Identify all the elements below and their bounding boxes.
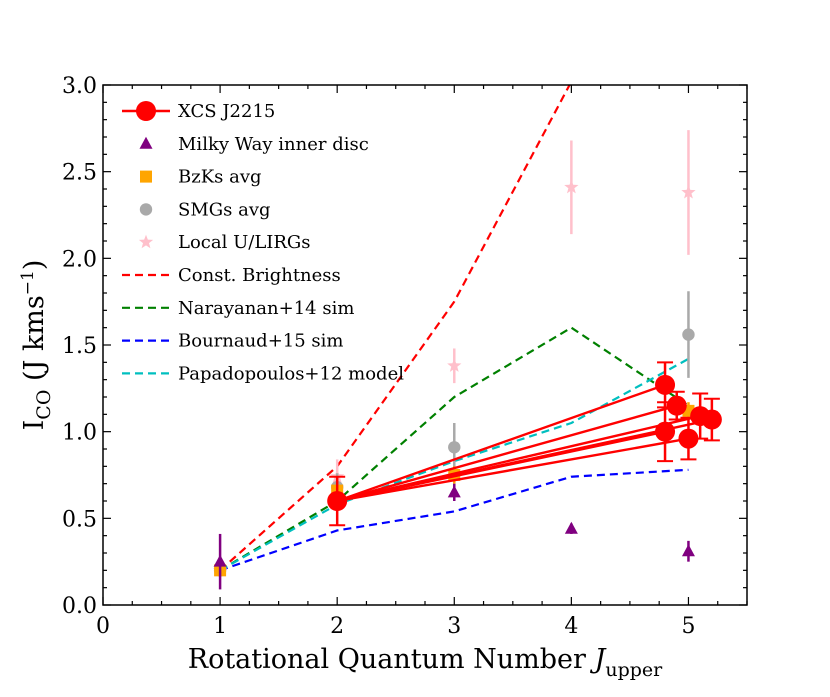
legend-handle-marker — [139, 136, 153, 149]
legend-label: BzKs avg — [178, 167, 262, 188]
smg-point — [448, 441, 461, 454]
xcs-point — [701, 409, 722, 430]
legend-label: Milky Way inner disc — [178, 134, 369, 155]
x-tick-label: 0 — [96, 614, 110, 639]
data-points-layer — [212, 130, 722, 590]
x-tick-label: 3 — [447, 614, 461, 639]
y-tick-label: 3.0 — [62, 74, 97, 99]
legend-label: XCS J2215 — [178, 101, 275, 122]
milky-way-point — [213, 554, 227, 567]
xcs-point — [666, 395, 687, 416]
milky-way-point — [564, 521, 578, 534]
xcs-point — [327, 491, 348, 511]
y-tick-label: 0.5 — [62, 507, 97, 532]
xcs-connector-line — [336, 437, 689, 503]
legend-handle-marker — [140, 170, 152, 183]
legend-handle-marker — [139, 203, 153, 216]
y-tick-label: 2.5 — [62, 161, 97, 186]
ulirg-point — [564, 179, 579, 194]
x-axis-label: Rotational Quantum Number Jupper — [188, 644, 663, 681]
y-axis-label: ICO (J kms−1) — [18, 260, 55, 431]
legend-label: Bournaud+15 sim — [178, 331, 343, 352]
xcs-connector-line — [336, 404, 678, 503]
legend-label: Local U/LIRGs — [178, 232, 311, 253]
legend-handle-marker — [138, 234, 154, 249]
model-line-0 — [219, 84, 571, 572]
model-lines-layer — [219, 84, 690, 572]
legend-label: Const. Brightness — [178, 265, 341, 286]
x-tick-label: 4 — [564, 614, 578, 639]
legend-label: SMGs avg — [178, 199, 271, 220]
x-tick-label: 2 — [330, 614, 344, 639]
xcs-connector-line — [336, 418, 713, 503]
y-tick-label: 0.0 — [62, 594, 97, 619]
y-tick-label: 1.5 — [62, 334, 97, 359]
y-tick-label: 1.0 — [62, 421, 97, 446]
ulirg-point — [681, 184, 696, 199]
axis-ticks-layer: 0 1 2 3 4 5 0.0 0.5 1.0 1.5 2.0 2.5 3.0 — [62, 74, 748, 639]
model-line-2 — [219, 468, 689, 572]
ulirg-point — [447, 358, 462, 372]
xcs-connector-line — [336, 383, 666, 503]
milky-way-point — [681, 544, 695, 557]
xcs-point — [655, 374, 676, 395]
model-line-1 — [219, 326, 690, 572]
x-tick-label: 5 — [681, 614, 695, 639]
y-tick-label: 2.0 — [62, 247, 97, 272]
legend-handle-marker — [136, 101, 156, 121]
xcs-point — [678, 428, 699, 449]
legend: XCS J2215 Milky Way inner disc BzKs avg SMG… — [122, 101, 404, 384]
milky-way-point — [447, 485, 461, 498]
smg-point — [682, 328, 695, 341]
xcs-point — [655, 421, 676, 442]
legend-label: Narayanan+14 sim — [178, 298, 354, 319]
x-tick-label: 1 — [213, 614, 227, 639]
legend-label: Papadopoulos+12 model — [178, 363, 404, 384]
